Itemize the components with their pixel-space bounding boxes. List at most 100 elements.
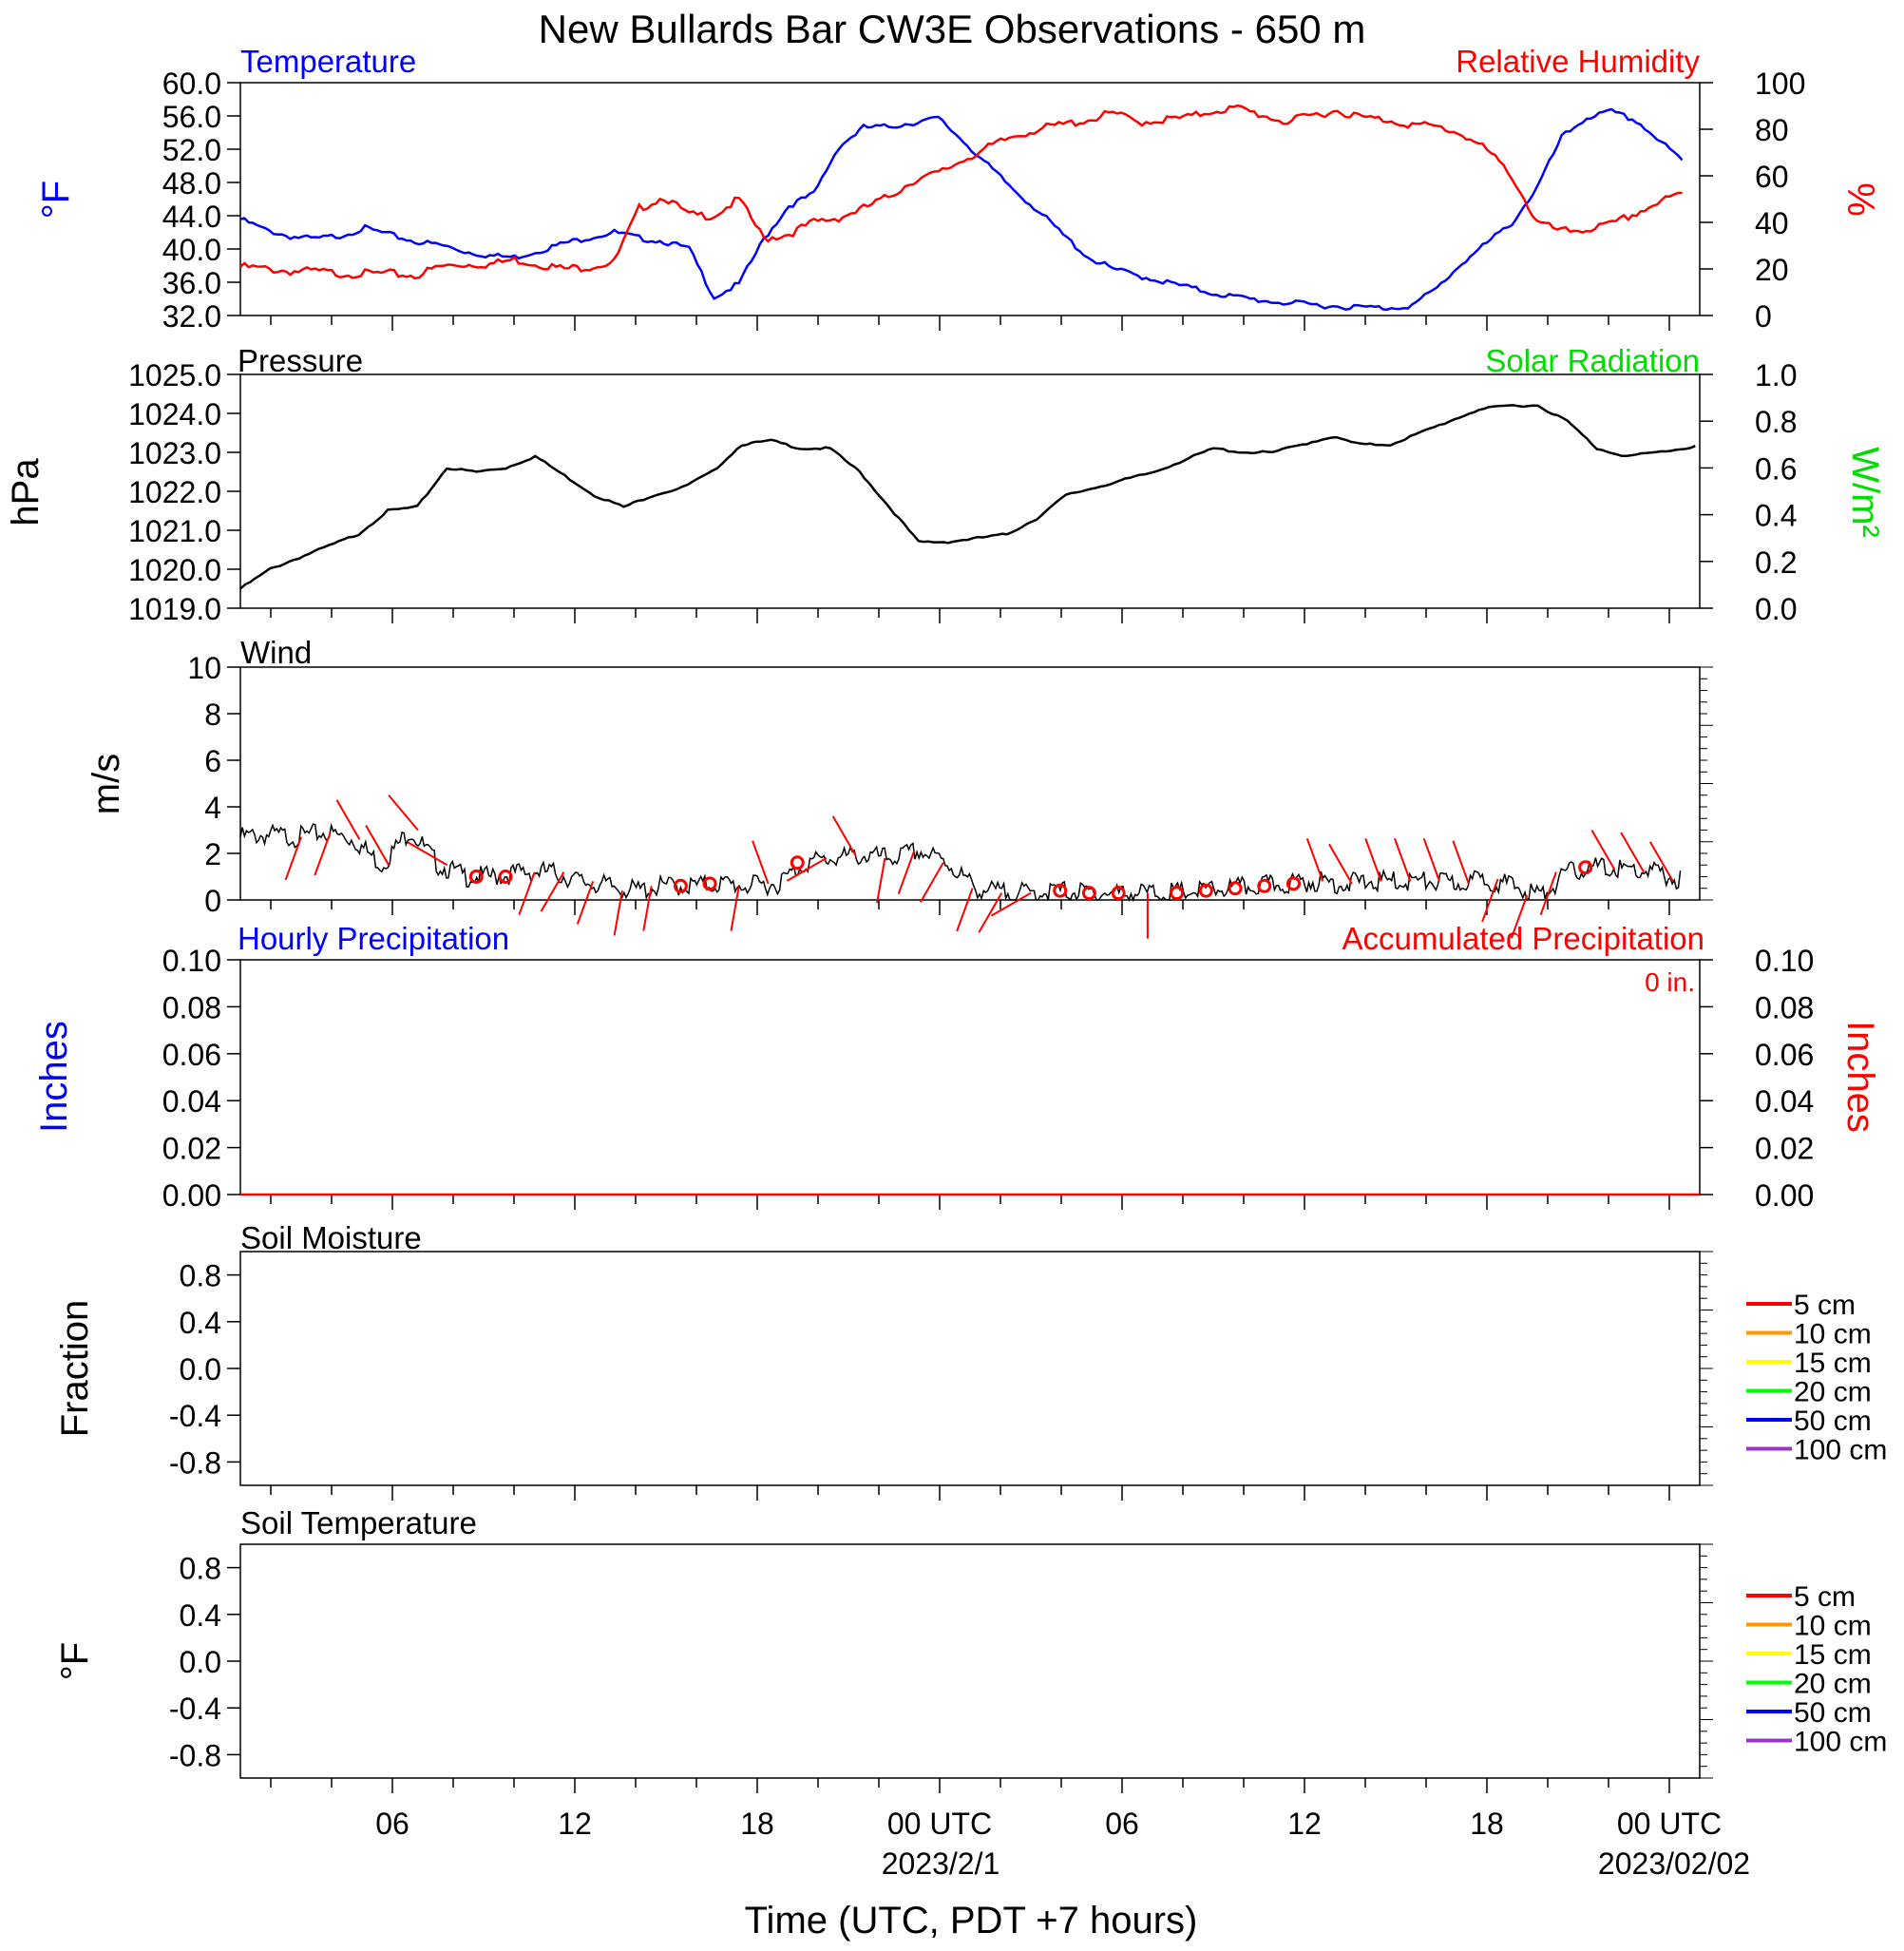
wind-barb [990,891,1032,917]
wind-barb [752,840,770,885]
wind-barb [407,841,448,867]
y-tick-label: 1019.0 [128,592,221,626]
date-label-1: 2023/2/1 [882,1846,1000,1881]
y-tick-label: 0.02 [162,1132,221,1166]
y-tick-label: 8 [204,698,221,732]
y-tick-label: 100 [1755,67,1805,101]
pressure-title: Pressure [238,343,363,378]
x-tick-label: 00 UTC [887,1807,992,1841]
y-tick-label: -0.4 [169,1399,221,1433]
wind-barb [897,851,916,894]
y-tick-label: -0.8 [169,1445,221,1480]
legend-label: 50 cm [1794,1406,1872,1437]
y-tick-label: 0 [204,884,221,918]
y-tick-label: 0.2 [1755,545,1797,580]
y-tick-label: 0.00 [1755,1178,1814,1213]
y-tick-label: 36.0 [162,266,221,300]
x-tick-label: 12 [1287,1807,1322,1841]
soil-temperature-title: Soil Temperature [240,1505,477,1540]
hourly-precip-title: Hourly Precipitation [238,921,509,956]
panel-soil-temperature: Soil Temperature 0.8 0.4 0.0 -0.4 -0.8 °F 5 … [54,1505,1887,1793]
humidity-title: Relative Humidity [1456,44,1700,79]
wind-barb [786,857,828,882]
wind-barb [1452,840,1470,885]
y-tick-label: 0.8 [1755,405,1797,439]
calm-wind-marker [1081,886,1096,901]
y-tick-label: 0.8 [180,1552,221,1586]
pressure-unit-label: hPa [5,458,47,526]
y-tick-label: 80 [1755,113,1789,147]
calm-wind-marker [1228,881,1243,896]
panel-temperature-humidity: Temperature Relative Humidity 60.056.052… [35,44,1881,334]
y-tick-label: 0.4 [180,1598,221,1633]
panel-frame [239,959,1701,1195]
legend-label: 20 cm [1794,1669,1872,1700]
wind-barb [314,832,332,876]
y-tick-label: 6 [204,744,221,778]
calm-wind-marker [1053,883,1068,898]
panel-frame [239,82,1701,316]
wind-title: Wind [240,635,312,670]
y-tick-label: 1024.0 [128,397,221,431]
y-tick-label: 1021.0 [128,514,221,548]
wind-barb [978,892,1003,933]
wind-barb [540,871,565,912]
wind-barb [1648,841,1674,882]
humidity-unit-label: % [1839,182,1881,217]
solar-title: Solar Radiation [1485,343,1700,378]
panel-wind: Wind 10 8 6 4 2 0 m/s [86,635,1713,939]
y-tick-label: 0.02 [1755,1132,1814,1166]
legend-label: 50 cm [1794,1697,1872,1729]
hourly-precip-unit: Inches [33,1021,75,1133]
calm-wind-marker [468,870,484,884]
y-tick-label: 0.0 [180,1645,221,1679]
calm-wind-marker [1170,886,1185,901]
legend-label: 10 cm [1794,1319,1872,1350]
x-tick-label: 06 [375,1807,409,1841]
y-tick-label: 56.0 [162,100,221,134]
legend-label: 20 cm [1794,1377,1872,1408]
temperature-title: Temperature [240,44,416,79]
legend-label: 100 cm [1794,1727,1887,1758]
legend-label: 5 cm [1794,1290,1856,1321]
accum-total-label: 0 in. [1645,967,1695,997]
x-tick-label: 18 [1470,1807,1504,1841]
y-tick-label: 4 [204,791,221,825]
y-tick-label: 1022.0 [128,475,221,509]
calm-wind-marker [1578,860,1593,875]
wind-barb [831,815,857,856]
y-tick-label: 0.06 [1755,1038,1814,1072]
x-tick-label: 18 [740,1807,774,1841]
calm-wind-marker [673,878,688,893]
calm-wind-marker [702,876,717,891]
wind-barb [1364,837,1382,882]
wind-barb [1305,837,1324,882]
panel-frame [239,1543,1701,1779]
wind-barb [1328,843,1353,885]
wind-barb [1539,871,1557,916]
wind-barb [876,857,886,904]
y-tick-label: 48.0 [162,166,221,201]
legend-label: 100 cm [1794,1435,1887,1466]
y-tick-label: 0.8 [180,1259,221,1293]
y-tick-label: 40 [1755,206,1789,240]
wind-barb [518,871,536,916]
y-tick-label: 2 [204,837,221,871]
y-tick-label: 1020.0 [128,553,221,587]
y-tick-label: 44.0 [162,200,221,234]
wind-unit-label: m/s [86,754,127,814]
legend-label: 5 cm [1794,1581,1856,1613]
y-tick-label: 0.06 [162,1038,221,1072]
wind-barb [365,825,390,866]
legend-label: 15 cm [1794,1348,1872,1379]
humidity-line [239,104,1683,280]
y-tick-label: 60 [1755,160,1789,194]
calm-wind-marker [790,855,805,870]
wind-barb [1620,832,1645,873]
calm-wind-marker [498,870,513,884]
calm-wind-marker [1285,876,1301,891]
panel-precipitation: Hourly Precipitation Accumulated Precipi… [33,921,1881,1213]
y-tick-label: 0.00 [162,1178,221,1213]
y-tick-label: 40.0 [162,233,221,267]
